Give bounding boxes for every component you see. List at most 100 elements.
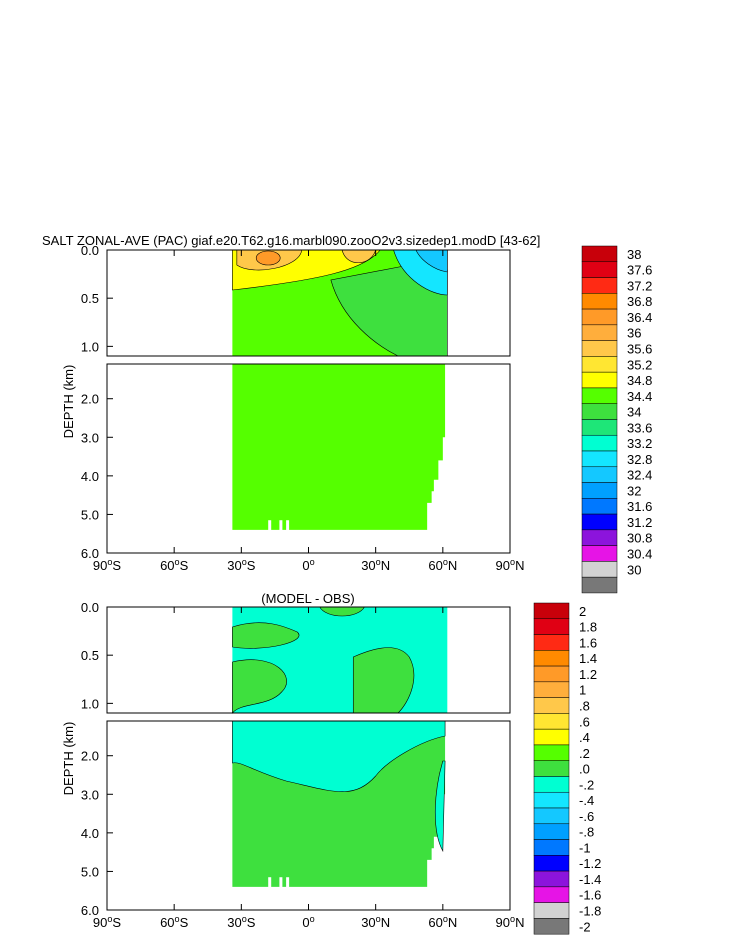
y-upper-tick-label-1: 0.5 <box>81 648 99 663</box>
colorbar-label-19: 30.4 <box>627 547 652 562</box>
colorbar-box-11 <box>581 419 618 436</box>
y-upper-tick-label-0: 0.0 <box>81 600 99 615</box>
colorbar: 21.81.61.41.21.8.6.4.2.0-.2-.4-.6-.8-1-1… <box>533 602 601 935</box>
bottom-notch-2 <box>286 520 290 531</box>
colorbar-label-7: .6 <box>579 714 590 729</box>
y-lower-tick-label-3: 5.0 <box>81 507 99 522</box>
chart-title: (MODEL - OBS) <box>261 591 354 606</box>
colorbar-box-6 <box>581 340 618 357</box>
colorbar-label-9: .2 <box>579 746 590 761</box>
colorbar-box-1 <box>533 618 570 635</box>
colorbar-box-5 <box>533 681 570 698</box>
colorbar-label-4: 1.2 <box>579 667 597 682</box>
colorbar-label-13: -.6 <box>579 809 594 824</box>
colorbar-label-10: .0 <box>579 762 590 777</box>
y-lower-tick-label-0: 2.0 <box>81 392 99 407</box>
colorbar-label-7: 35.2 <box>627 357 652 372</box>
colorbar-box-19 <box>533 902 570 919</box>
colorbar-label-17: -1.4 <box>579 872 601 887</box>
colorbar-label-3: 1.4 <box>579 651 597 666</box>
colorbar-label-16: 31.6 <box>627 499 652 514</box>
colorbar-label-0: 38 <box>627 247 641 262</box>
y-lower-tick-label-2: 4.0 <box>81 826 99 841</box>
colorbar-box-18 <box>581 529 618 546</box>
colorbar-label-1: 37.6 <box>627 263 652 278</box>
colorbar-box-12 <box>533 791 570 809</box>
colorbar-label-6: .8 <box>579 699 590 714</box>
colorbar-label-20: -2 <box>579 919 591 934</box>
colorbar-box-17 <box>533 870 570 888</box>
colorbar-label-14: -.8 <box>579 825 594 840</box>
colorbar-box-8 <box>581 371 618 389</box>
bottom-notch-1 <box>279 520 283 531</box>
x-tick-label-2: 30oS <box>227 914 256 930</box>
colorbar-box-7 <box>533 713 570 730</box>
y-lower-tick-label-0: 2.0 <box>81 749 99 764</box>
colorbar-label-6: 35.6 <box>627 342 652 357</box>
x-tick-label-4: 30oN <box>361 557 390 573</box>
colorbar: 3837.637.236.836.43635.635.234.834.43433… <box>581 245 652 594</box>
contour-34-4 <box>330 264 448 357</box>
colorbar-box-2 <box>581 277 618 294</box>
colorbar-label-12: 33.2 <box>627 436 652 451</box>
colorbar-label-15: 32 <box>627 483 641 498</box>
contour-pos-b <box>232 659 287 714</box>
colorbar-label-16: -1.2 <box>579 856 601 871</box>
colorbar-label-15: -1 <box>579 840 591 855</box>
x-tick-label-0: 90oS <box>93 557 122 573</box>
bottom-notch-0 <box>268 877 272 888</box>
colorbar-label-20: 30 <box>627 562 641 577</box>
y-upper-tick-label-1: 0.5 <box>81 291 99 306</box>
colorbar-label-0: 2 <box>579 604 586 619</box>
colorbar-box-1 <box>581 261 618 278</box>
chart-title: SALT ZONAL-AVE (PAC) giaf.e20.T62.g16.ma… <box>42 233 540 248</box>
colorbar-box-9 <box>581 387 618 404</box>
x-tick-label-0: 90oS <box>93 914 122 930</box>
colorbar-label-5: 36 <box>627 326 641 341</box>
colorbar-box-0 <box>581 245 618 263</box>
colorbar-box-5 <box>581 324 618 341</box>
colorbar-label-5: 1 <box>579 683 586 698</box>
field-base <box>232 364 448 530</box>
colorbar-box-19 <box>581 545 618 562</box>
x-tick-label-1: 60oS <box>160 557 189 573</box>
colorbar-box-7 <box>581 356 618 373</box>
colorbar-box-11 <box>533 776 570 793</box>
colorbar-box-14 <box>533 823 570 840</box>
upper-field <box>232 606 448 714</box>
x-tick-label-6: 90oN <box>496 914 525 930</box>
colorbar-label-9: 34.4 <box>627 389 652 404</box>
colorbar-box-16 <box>581 498 618 515</box>
colorbar-box-15 <box>581 482 618 499</box>
y-lower-tick-label-1: 3.0 <box>81 430 99 445</box>
colorbar-box-20 <box>533 918 570 935</box>
colorbar-label-13: 32.8 <box>627 452 652 467</box>
bottom-notch-1 <box>279 877 283 888</box>
y-lower-tick-label-2: 4.0 <box>81 469 99 484</box>
x-tick-label-3: 0o <box>302 557 314 573</box>
colorbar-box-12 <box>581 434 618 452</box>
x-tick-label-6: 90oN <box>496 557 525 573</box>
colorbar-box-10 <box>533 760 570 777</box>
y-lower-tick-label-1: 3.0 <box>81 787 99 802</box>
colorbar-label-11: 33.6 <box>627 420 652 435</box>
upper-field <box>232 249 448 357</box>
x-tick-label-2: 30oS <box>227 557 256 573</box>
bottom-notch-2 <box>286 877 290 888</box>
bottom-notch-0 <box>268 520 272 531</box>
colorbar-label-8: 34.8 <box>627 373 652 388</box>
colorbar-box-14 <box>581 466 618 483</box>
colorbar-box-8 <box>533 728 570 746</box>
colorbar-box-10 <box>581 403 618 420</box>
colorbar-label-18: 30.8 <box>627 531 652 546</box>
colorbar-label-4: 36.4 <box>627 310 652 325</box>
contour-zero-b <box>434 760 446 853</box>
colorbar-label-19: -1.8 <box>579 904 601 919</box>
contour-pos-c <box>352 647 415 714</box>
x-tick-label-5: 60oN <box>428 557 457 573</box>
colorbar-label-12: -.4 <box>579 793 594 808</box>
colorbar-box-20 <box>581 561 618 578</box>
colorbar-label-8: .4 <box>579 730 590 745</box>
colorbar-label-17: 31.2 <box>627 515 652 530</box>
